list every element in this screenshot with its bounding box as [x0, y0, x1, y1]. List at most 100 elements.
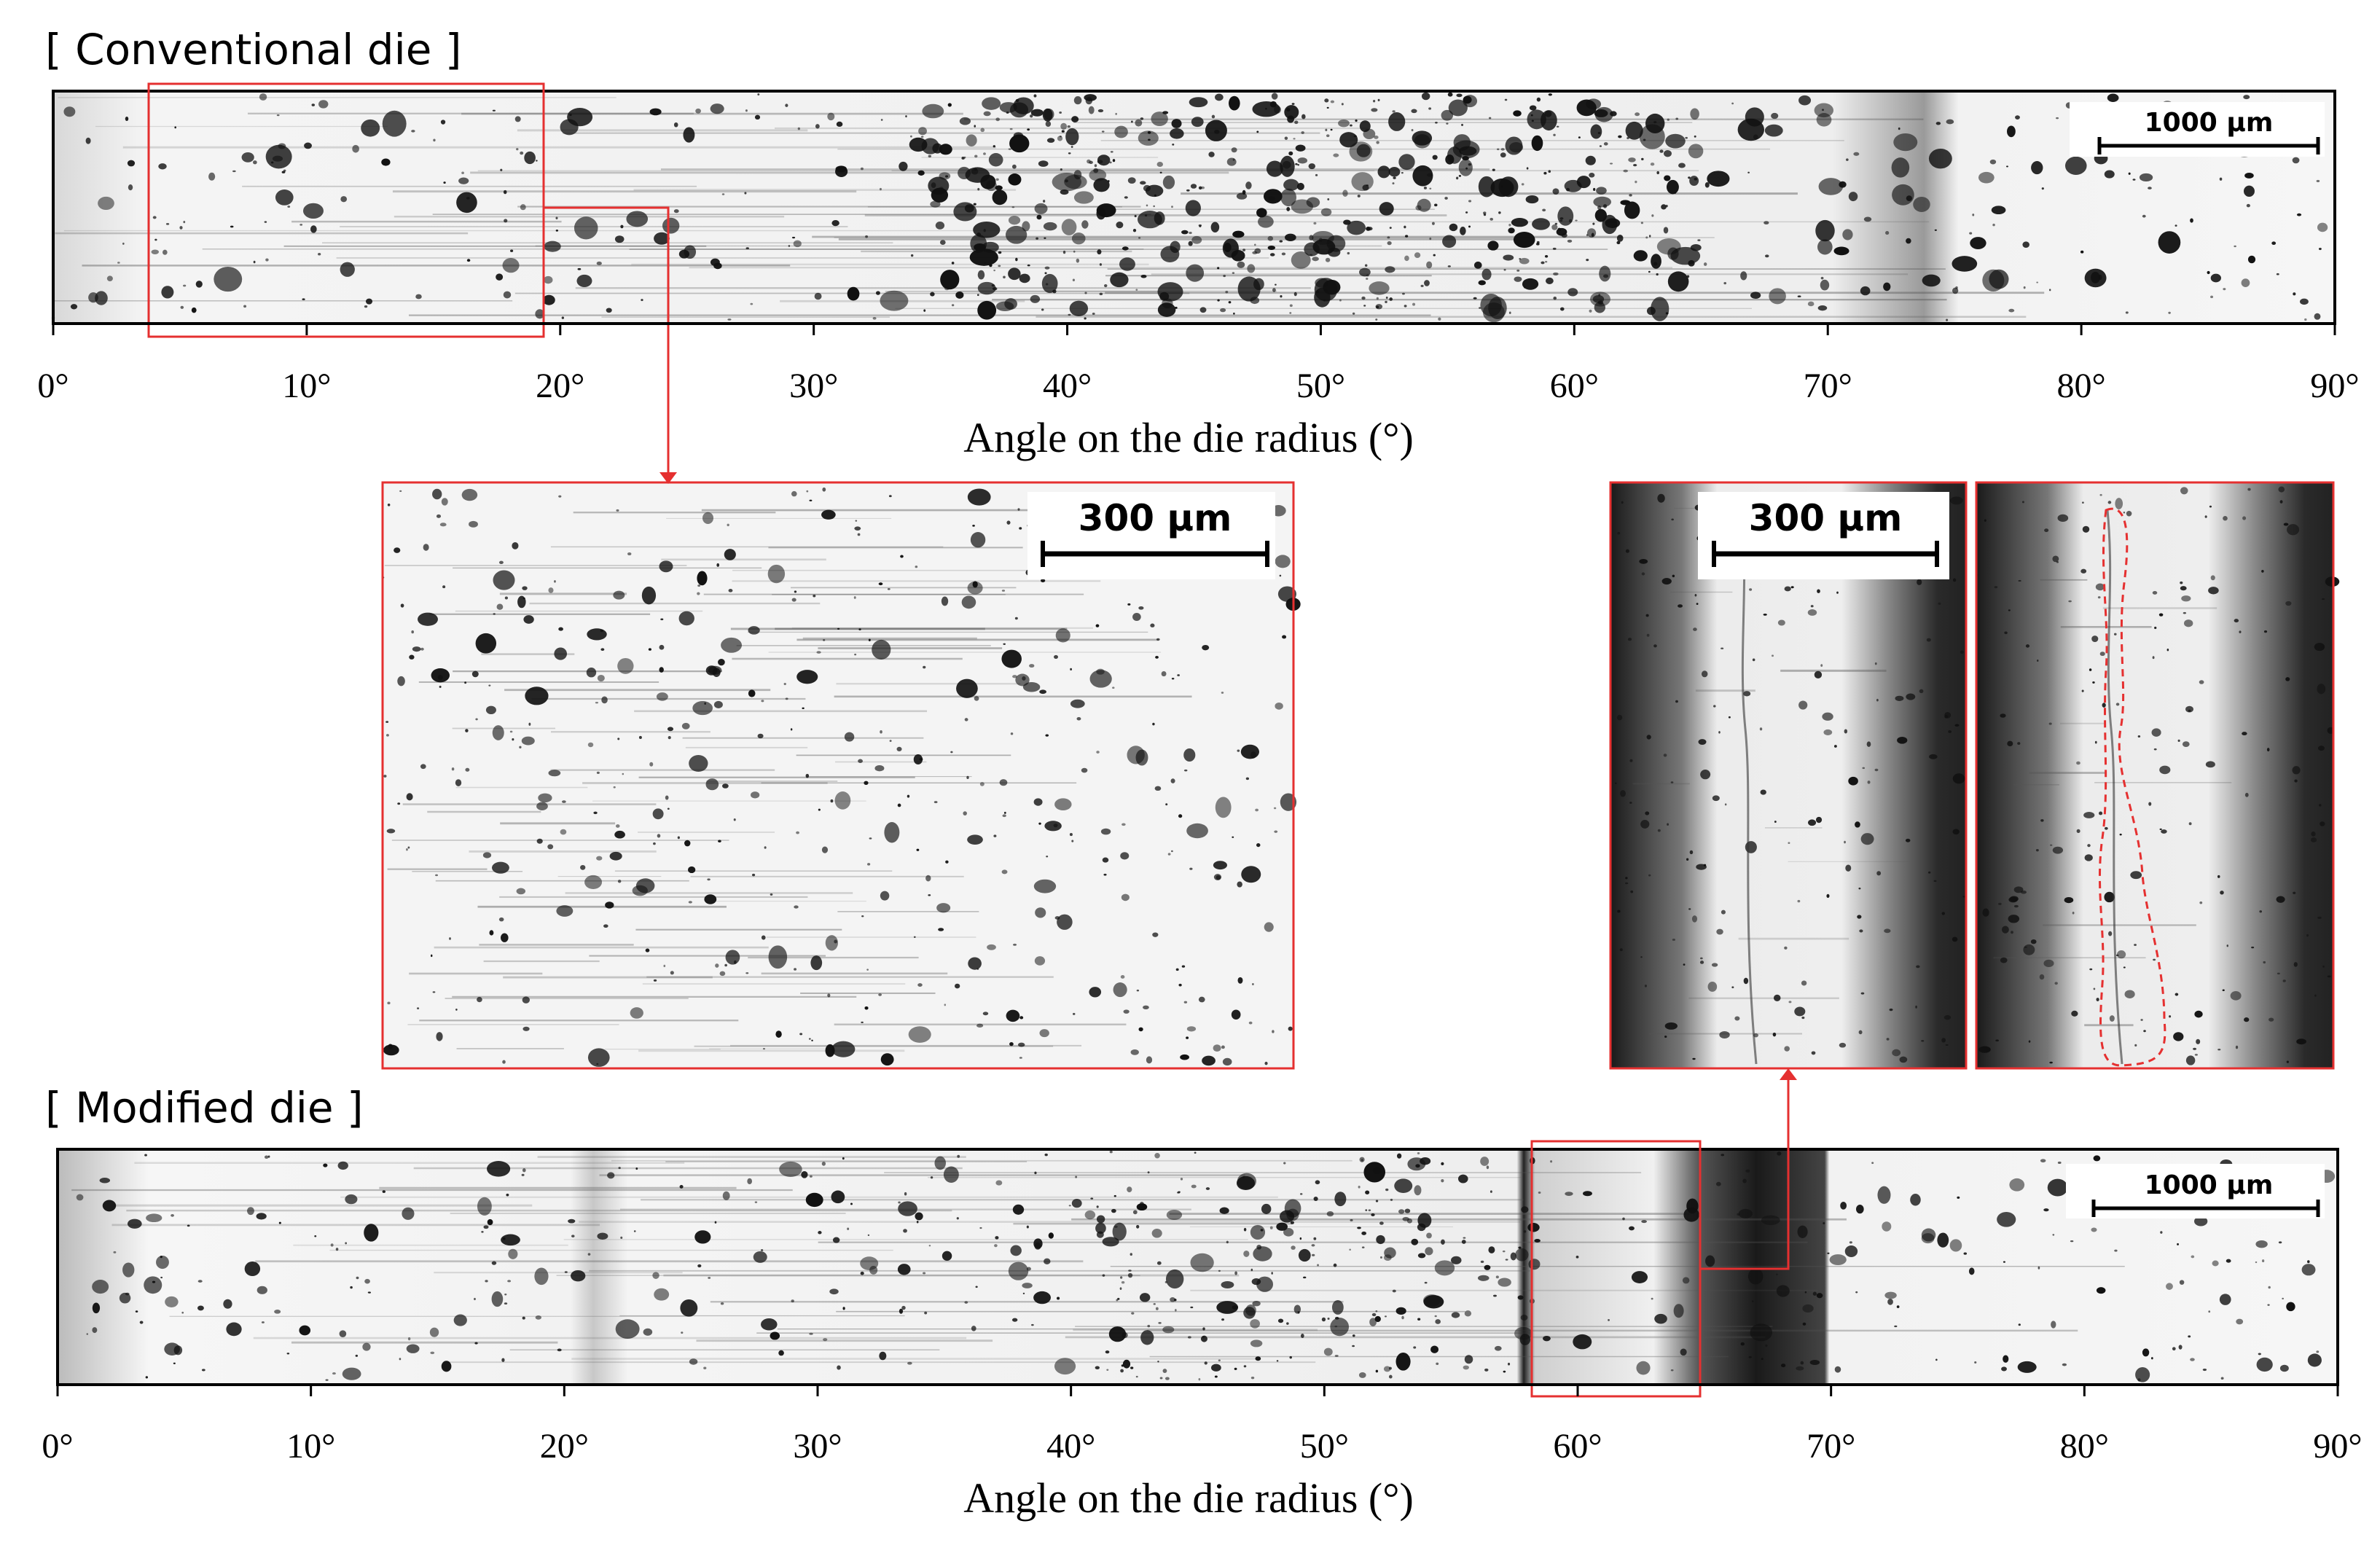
- pit: [1112, 686, 1115, 689]
- pit: [423, 544, 429, 551]
- scale-bar-label: 300 µm: [1749, 497, 1903, 539]
- pit: [119, 1292, 131, 1304]
- pit: [964, 1301, 968, 1304]
- pit: [2003, 1261, 2005, 1263]
- pit: [1599, 145, 1602, 147]
- pit: [697, 571, 708, 586]
- pit: [1245, 181, 1252, 189]
- pit: [1211, 114, 1216, 119]
- pit: [1859, 929, 1863, 933]
- pit: [418, 612, 438, 626]
- pit: [710, 103, 724, 114]
- inset-frame: [1975, 481, 2335, 1070]
- pit: [1817, 589, 1820, 593]
- pit: [1288, 1026, 1293, 1031]
- pit: [576, 274, 592, 288]
- pit: [1215, 797, 1232, 818]
- pit: [1068, 152, 1071, 154]
- pit: [2152, 656, 2155, 660]
- pit: [2236, 1318, 2244, 1325]
- pit: [1575, 1256, 1579, 1259]
- pit: [2285, 601, 2292, 606]
- tick-label: 0°: [37, 367, 68, 405]
- pit: [831, 1190, 845, 1204]
- pit: [1039, 1029, 1049, 1038]
- pit: [1012, 675, 1017, 678]
- panel-title: [ Modified die ]: [45, 1083, 364, 1133]
- pit: [857, 533, 861, 536]
- pit: [1922, 274, 1941, 287]
- pit: [750, 791, 760, 799]
- pit: [535, 309, 544, 319]
- pit: [2007, 125, 2016, 138]
- pit: [1089, 670, 1112, 688]
- pit: [2003, 1355, 2009, 1363]
- pit: [1521, 183, 1524, 186]
- pit: [1639, 124, 1665, 149]
- pit: [560, 829, 567, 835]
- pit: [1089, 160, 1093, 164]
- pit: [865, 235, 869, 238]
- pit: [1451, 1312, 1460, 1318]
- pit: [1010, 1245, 1022, 1256]
- pit: [2293, 891, 2296, 894]
- pit: [345, 1194, 358, 1205]
- pit: [1154, 1153, 1160, 1159]
- pit: [431, 954, 433, 958]
- pit: [362, 1342, 371, 1351]
- pit: [492, 725, 504, 740]
- pit: [992, 189, 1008, 206]
- pit: [2301, 1264, 2316, 1276]
- pit: [1154, 194, 1156, 197]
- pit: [1458, 175, 1462, 177]
- pit: [1170, 1297, 1175, 1302]
- pit: [407, 846, 410, 849]
- pit: [1694, 135, 1696, 138]
- pit: [697, 584, 701, 587]
- pit: [1043, 222, 1057, 231]
- pit: [943, 1166, 959, 1183]
- pit: [1313, 1237, 1317, 1240]
- pit: [601, 696, 608, 704]
- pit: [1463, 1365, 1469, 1370]
- pit: [1814, 103, 1834, 118]
- pit: [1327, 198, 1330, 201]
- pit: [2235, 1045, 2239, 1049]
- tick-label: 80°: [2057, 367, 2106, 405]
- pit: [1243, 1227, 1247, 1232]
- pit: [1897, 736, 1908, 744]
- pit: [915, 1212, 923, 1221]
- pit: [785, 697, 788, 700]
- pit: [1822, 712, 1833, 721]
- pit: [2084, 854, 2093, 861]
- pit: [1610, 111, 1617, 117]
- pit: [1070, 146, 1073, 148]
- pit: [1291, 103, 1295, 105]
- connector: [1700, 1079, 1790, 1270]
- pit: [1776, 1273, 1778, 1275]
- pit: [831, 220, 839, 227]
- pit: [1941, 912, 1946, 915]
- pit: [1170, 128, 1184, 139]
- pit: [1659, 149, 1664, 153]
- pit: [429, 1327, 439, 1337]
- pit: [1101, 130, 1105, 133]
- pit: [1006, 112, 1009, 114]
- pit: [1242, 189, 1246, 195]
- pit: [187, 1224, 190, 1227]
- pit: [1801, 980, 1807, 986]
- pit: [922, 103, 944, 119]
- pit: [1788, 842, 1790, 844]
- pit: [2199, 901, 2203, 904]
- pit: [976, 968, 979, 970]
- pit: [2113, 633, 2117, 635]
- pit: [907, 794, 910, 798]
- pit: [654, 1288, 670, 1301]
- pit: [1369, 1318, 1377, 1326]
- pit: [1293, 1304, 1301, 1314]
- pit: [1375, 1310, 1378, 1313]
- pit: [1269, 101, 1277, 108]
- pit: [600, 648, 605, 651]
- pit: [809, 1175, 813, 1178]
- pit: [1667, 271, 1689, 292]
